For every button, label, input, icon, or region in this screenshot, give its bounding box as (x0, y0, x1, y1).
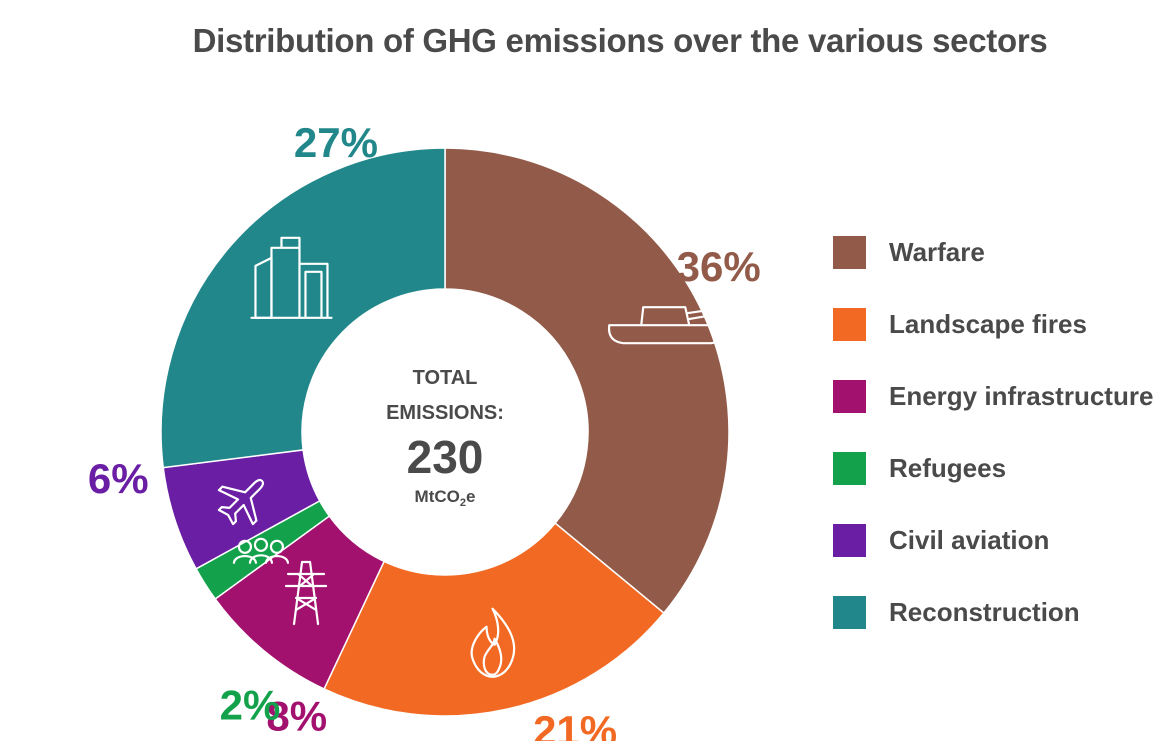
donut-hole (302, 289, 588, 575)
value-label-refugees: 2% (220, 681, 281, 728)
legend-label: Reconstruction (889, 597, 1080, 627)
legend-label: Energy infrastructure (889, 381, 1154, 411)
legend-swatch (833, 308, 866, 341)
center-label-line2: EMISSIONS: (386, 402, 504, 424)
value-label-landscape-fires: 21% (533, 707, 617, 741)
tank-icon (607, 304, 743, 345)
fire-icon (470, 607, 516, 678)
unit-subscript: 2 (460, 497, 466, 509)
value-label-reconstruction: 27% (294, 119, 378, 166)
legend-swatch (833, 380, 866, 413)
legend-swatch (833, 524, 866, 557)
buildings-icon (250, 236, 333, 319)
power-pylon-icon (284, 560, 328, 626)
legend-label: Landscape fires (889, 309, 1087, 339)
value-label-energy-infrastructure: 8% (266, 693, 327, 740)
value-label-civil-aviation: 6% (88, 455, 149, 502)
center-label-line1: TOTAL (413, 367, 478, 389)
legend-label: Civil aviation (889, 525, 1050, 555)
value-label-warfare: 36% (677, 243, 761, 290)
airplane-icon (217, 479, 265, 526)
legend-swatch (833, 452, 866, 485)
people-icon (232, 537, 290, 564)
center-total-value: 230 (407, 431, 484, 483)
legend-label: Refugees (889, 453, 1007, 483)
legend-swatch (833, 236, 866, 269)
legend-label: Warfare (889, 237, 985, 267)
center-unit: MtCO2e (415, 487, 476, 509)
chart-title: Distribution of GHG emissions over the v… (192, 22, 1048, 59)
unit-main: MtCO (415, 487, 460, 506)
unit-end: e (466, 487, 475, 506)
legend-swatch (833, 596, 866, 629)
